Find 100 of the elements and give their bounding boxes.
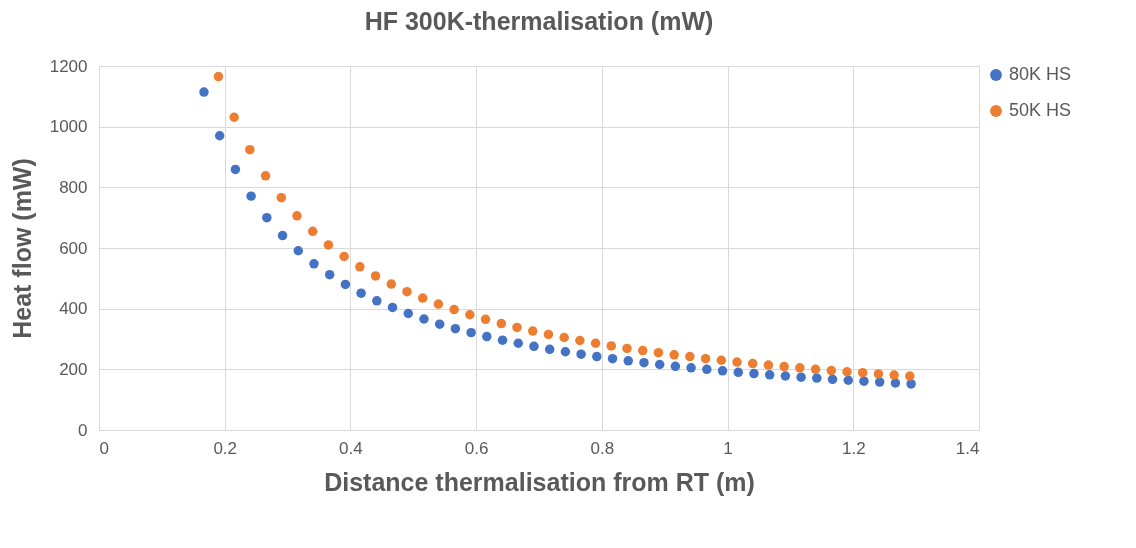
- chart-title: HF 300K-thermalisation (mW): [364, 7, 714, 35]
- point: [670, 361, 681, 372]
- point: [355, 262, 365, 272]
- point: [324, 269, 335, 280]
- point: [826, 365, 837, 376]
- point: [639, 357, 649, 368]
- point: [874, 377, 885, 387]
- point: [419, 314, 429, 324]
- point: [309, 259, 319, 269]
- point: [386, 279, 397, 289]
- point: [749, 368, 759, 379]
- y-tick-label: 0: [78, 420, 88, 440]
- point: [246, 191, 256, 201]
- point: [465, 310, 475, 320]
- point: [199, 87, 209, 97]
- point: [747, 358, 758, 369]
- point: [262, 212, 272, 223]
- point: [559, 332, 569, 343]
- point: [497, 335, 508, 345]
- point: [810, 364, 821, 375]
- point: [606, 341, 617, 351]
- point: [560, 347, 571, 357]
- point: [575, 335, 585, 346]
- point: [637, 345, 648, 356]
- point: [403, 308, 413, 319]
- point: [260, 171, 271, 181]
- point: [387, 302, 398, 313]
- point: [623, 356, 633, 366]
- point: [905, 371, 915, 381]
- point: [607, 353, 618, 364]
- point: [889, 370, 899, 380]
- x-tick-label: 0: [99, 438, 109, 458]
- point: [307, 226, 318, 237]
- point: [857, 367, 868, 378]
- point: [496, 318, 507, 329]
- point: [292, 211, 302, 221]
- point: [340, 279, 351, 290]
- x-tick-label: 1.4: [955, 438, 980, 458]
- y-tick-label: 1000: [49, 117, 88, 137]
- point: [873, 369, 884, 379]
- point: [669, 350, 679, 360]
- point: [513, 338, 523, 348]
- point: [842, 367, 852, 377]
- y-tick-label: 800: [59, 177, 88, 197]
- point: [779, 361, 789, 372]
- point: [906, 379, 916, 389]
- point: [780, 371, 791, 381]
- point: [433, 299, 444, 309]
- point: [245, 144, 255, 155]
- point: [702, 364, 712, 375]
- point: [763, 360, 774, 370]
- point: [843, 375, 853, 385]
- point: [827, 374, 838, 385]
- point: [480, 314, 491, 325]
- x-tick-label: 0.2: [213, 438, 238, 458]
- y-tick-label: 200: [59, 359, 88, 379]
- point: [214, 131, 225, 141]
- point: [370, 271, 381, 281]
- point: [466, 327, 476, 338]
- point: [654, 359, 665, 370]
- point: [293, 246, 303, 256]
- point: [592, 351, 602, 362]
- point: [230, 164, 241, 175]
- x-tick-label: 0.8: [590, 438, 615, 458]
- point: [622, 343, 632, 354]
- point: [764, 370, 775, 380]
- point: [590, 338, 601, 348]
- y-tick-label: 400: [59, 299, 88, 319]
- point: [213, 71, 224, 82]
- point: [543, 329, 554, 340]
- point: [686, 363, 696, 373]
- point: [717, 366, 728, 376]
- point: [356, 288, 366, 298]
- point: [653, 347, 664, 358]
- x-tick-label: 0.6: [464, 438, 489, 458]
- legend-label: 80K HS: [1009, 64, 1072, 84]
- point: [323, 240, 334, 250]
- point: [685, 351, 695, 362]
- x-tick-label: 1: [723, 438, 733, 458]
- point: [527, 326, 538, 336]
- point: [482, 331, 492, 342]
- point: [276, 192, 287, 203]
- point: [339, 251, 349, 262]
- x-tick-label: 1.2: [841, 438, 866, 458]
- point: [512, 322, 522, 333]
- point: [450, 323, 461, 334]
- y-axis-title: Heat flow (mW): [7, 158, 36, 339]
- point: [277, 230, 288, 241]
- point: [733, 367, 743, 378]
- point: [576, 349, 586, 359]
- point: [795, 363, 805, 373]
- y-tick-label: 600: [59, 238, 88, 258]
- point: [529, 341, 539, 352]
- y-tick-label: 1200: [49, 56, 88, 76]
- point: [417, 293, 428, 303]
- x-axis-title: Distance thermalisation from RT (m): [324, 467, 755, 496]
- point: [812, 373, 822, 383]
- point: [402, 286, 412, 297]
- point: [229, 112, 239, 122]
- point: [544, 344, 555, 355]
